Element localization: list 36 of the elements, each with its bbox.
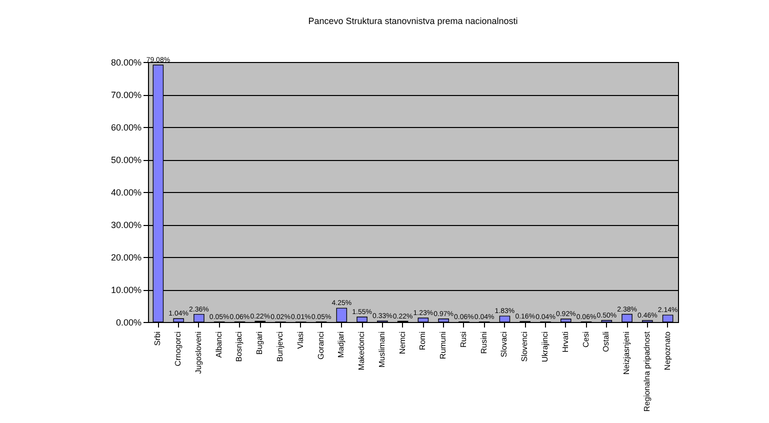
- x-tick-label: Slovenci: [520, 331, 530, 362]
- x-tick-label: Madjari: [336, 331, 346, 358]
- x-tick-label: Jugosloveni: [194, 331, 203, 374]
- x-tick-label: Hrvati: [560, 331, 570, 352]
- x-tick-label: Albanci: [214, 331, 224, 358]
- x-tick-label: Ukrajinci: [540, 331, 550, 362]
- y-tick-label: 60.00%: [110, 122, 142, 132]
- x-tick-label: Regionalna pripadnost: [642, 330, 652, 412]
- y-tick-label: 0.00%: [116, 318, 142, 328]
- x-tick-label: Muslimani: [377, 331, 386, 368]
- x-tick-label: Bunjevci: [276, 331, 284, 362]
- chart-title: Pancevo Struktura stanovnistva prema nacionalnosti: [308, 16, 518, 26]
- x-tick-label: Goranci: [316, 331, 326, 360]
- x-tick-label: Makedonci: [357, 331, 366, 370]
- y-tick-label: 40.00%: [110, 188, 142, 198]
- y-tick-label: 50.00%: [110, 155, 142, 165]
- y-tick-label: 80.00%: [110, 58, 142, 68]
- y-tick-label: 10.00%: [110, 285, 142, 295]
- x-tick-label: Vlasi: [296, 331, 305, 349]
- y-tick-label: 30.00%: [110, 220, 142, 230]
- x-tick-label: Rusini: [479, 331, 488, 354]
- y-tick-label: 20.00%: [110, 252, 142, 262]
- x-tick-label: Neizjasnjeni: [622, 331, 632, 375]
- x-tick-label: Slovaci: [500, 331, 509, 358]
- x-tick-label: Nepoznato: [662, 330, 672, 370]
- x-tick-label: Crnogorci: [174, 331, 183, 366]
- x-tick-label: Romi: [418, 331, 428, 350]
- x-tick-label: Srbi: [153, 331, 162, 346]
- x-tick-label: Cesi: [581, 331, 590, 348]
- x-tick-label: Nemci: [398, 331, 407, 354]
- x-tick-label: Bosnjaci: [234, 331, 244, 362]
- x-tick-label: Ostali: [602, 331, 611, 352]
- x-tick-label: Rusi: [458, 331, 468, 348]
- x-tick-label: Bugari: [255, 331, 264, 355]
- y-tick-label: 70.00%: [110, 90, 142, 100]
- x-tick-label: Rumuni: [438, 331, 448, 360]
